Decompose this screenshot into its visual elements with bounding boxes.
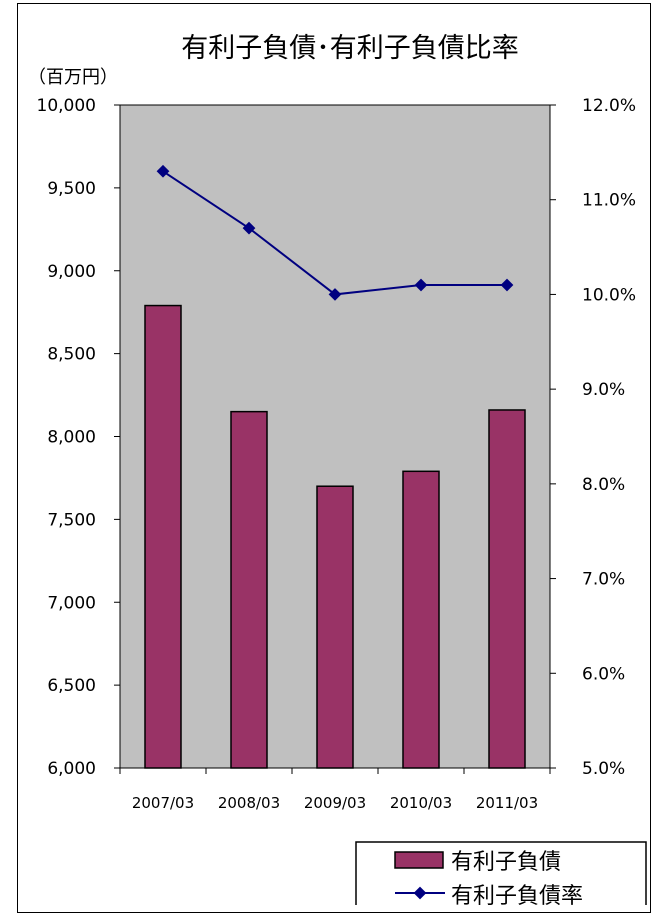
right-tick-label: 6.0% bbox=[582, 664, 625, 684]
x-tick-label: 2011/03 bbox=[476, 794, 538, 812]
bar bbox=[316, 485, 354, 769]
line-point bbox=[156, 164, 170, 178]
left-tick-label: 8,000 bbox=[47, 428, 96, 448]
right-tick-label: 5.0% bbox=[582, 759, 625, 779]
x-axis: 2007/03 2008/03 2009/03 2010/03 2011/03 bbox=[119, 767, 551, 812]
right-tick-label: 10.0% bbox=[582, 285, 636, 305]
left-tick-label: 8,500 bbox=[47, 345, 96, 365]
line-series bbox=[156, 164, 514, 301]
right-tick-label: 9.0% bbox=[582, 380, 625, 400]
legend-bar-label: 有利子負債 bbox=[451, 850, 561, 875]
bar bbox=[230, 410, 268, 769]
x-tick-label: 2007/03 bbox=[132, 794, 194, 812]
right-tick-label: 7.0% bbox=[582, 570, 625, 590]
bar-series bbox=[144, 304, 526, 769]
bar bbox=[144, 304, 182, 769]
left-tick-label: 7,500 bbox=[47, 510, 96, 530]
legend-line-label: 有利子負債率 bbox=[451, 884, 583, 905]
legend: 有利子負債 有利子負債率 bbox=[355, 841, 647, 905]
right-tick-label: 8.0% bbox=[582, 475, 625, 495]
y-axis-unit-label: （百万円） bbox=[28, 67, 118, 88]
x-tick-label: 2009/03 bbox=[304, 794, 366, 812]
legend-bar-swatch bbox=[394, 851, 444, 869]
line-point bbox=[414, 278, 428, 292]
line-point bbox=[500, 278, 514, 292]
right-tick-label: 12.0% bbox=[582, 96, 636, 116]
x-tick-label: 2008/03 bbox=[218, 794, 280, 812]
left-tick-label: 10,000 bbox=[37, 96, 96, 116]
left-tick-label: 6,500 bbox=[47, 676, 96, 696]
right-tick-label: 11.0% bbox=[582, 191, 636, 211]
left-tick-label: 7,000 bbox=[47, 593, 96, 613]
left-tick-label: 9,000 bbox=[47, 262, 96, 282]
line-point bbox=[242, 221, 256, 235]
left-tick-label: 9,500 bbox=[47, 179, 96, 199]
x-tick-label: 2010/03 bbox=[390, 794, 452, 812]
left-y-axis: 6,000 6,500 7,000 7,500 8,000 8,500 9,000 9,500… bbox=[37, 96, 121, 779]
bar bbox=[488, 409, 526, 769]
right-y-axis: 5.0% 6.0% 7.0% 8.0% 9.0% 10.0% 11.0% 12.0% bbox=[549, 96, 636, 779]
line-point bbox=[328, 288, 342, 301]
bar bbox=[402, 470, 440, 769]
left-tick-label: 6,000 bbox=[47, 759, 96, 779]
chart-title: 有利子負債･有利子負債比率 bbox=[181, 33, 519, 64]
